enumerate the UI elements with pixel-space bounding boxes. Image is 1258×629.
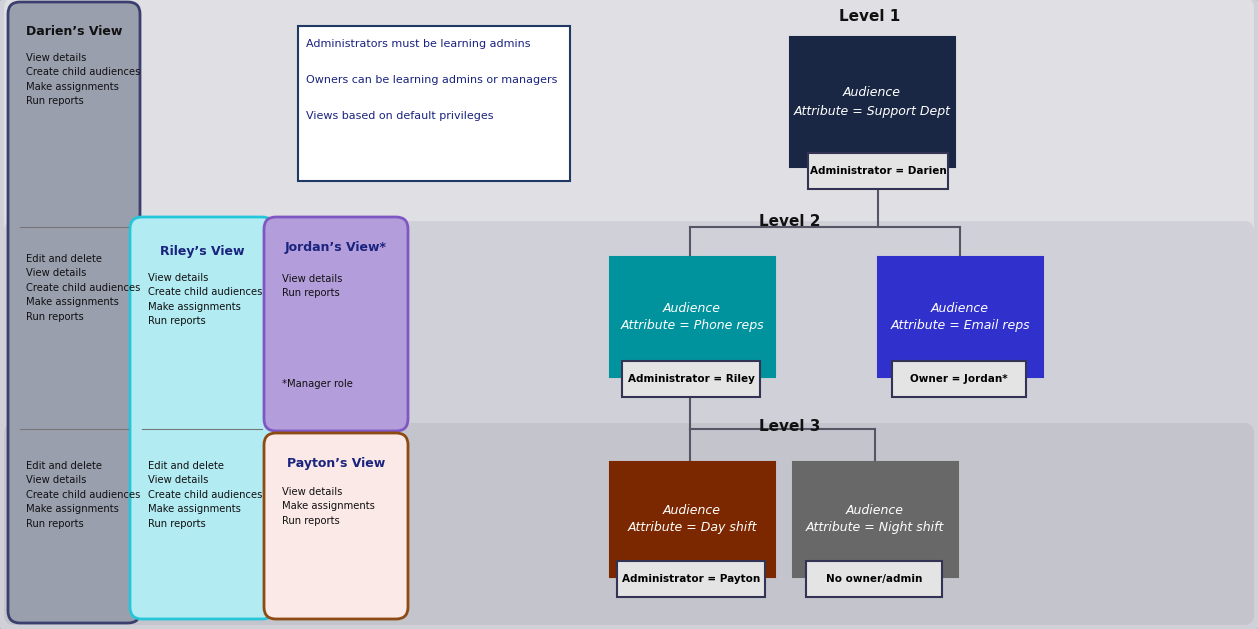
Text: View details
Create child audiences
Make assignments
Run reports: View details Create child audiences Make… xyxy=(148,273,263,326)
Text: Owners can be learning admins or managers: Owners can be learning admins or manager… xyxy=(306,75,557,85)
Text: Administrator = Darien: Administrator = Darien xyxy=(810,166,946,176)
Text: Level 3: Level 3 xyxy=(760,419,820,434)
Text: Administrators must be learning admins: Administrators must be learning admins xyxy=(306,39,531,49)
FancyBboxPatch shape xyxy=(4,423,1254,625)
Bar xyxy=(806,561,942,597)
Text: Level 2: Level 2 xyxy=(760,214,820,229)
Text: Audience
Attribute = Email reps: Audience Attribute = Email reps xyxy=(891,301,1030,333)
FancyBboxPatch shape xyxy=(264,217,408,431)
FancyBboxPatch shape xyxy=(130,217,274,619)
Bar xyxy=(793,462,959,577)
Text: Audience
Attribute = Support Dept: Audience Attribute = Support Dept xyxy=(794,87,951,118)
Text: Edit and delete
View details
Create child audiences
Make assignments
Run reports: Edit and delete View details Create chil… xyxy=(26,254,141,321)
FancyBboxPatch shape xyxy=(264,433,408,619)
Text: Owner = Jordan*: Owner = Jordan* xyxy=(911,374,1008,384)
Bar xyxy=(878,257,1043,377)
Bar xyxy=(616,561,765,597)
Text: Views based on default privileges: Views based on default privileges xyxy=(306,111,493,121)
Text: Level 1: Level 1 xyxy=(839,9,901,24)
Text: Administrator = Payton: Administrator = Payton xyxy=(621,574,760,584)
Text: No owner/admin: No owner/admin xyxy=(825,574,922,584)
Text: Riley’s View: Riley’s View xyxy=(160,245,244,258)
Bar xyxy=(621,361,760,397)
Text: Audience
Attribute = Night shift: Audience Attribute = Night shift xyxy=(806,503,945,535)
Text: Administrator = Riley: Administrator = Riley xyxy=(628,374,755,384)
Bar xyxy=(808,153,949,189)
Text: View details
Run reports: View details Run reports xyxy=(282,274,342,298)
FancyBboxPatch shape xyxy=(8,2,140,623)
Text: *Manager role: *Manager role xyxy=(282,379,353,389)
Text: Audience
Attribute = Phone reps: Audience Attribute = Phone reps xyxy=(620,301,764,333)
Bar xyxy=(610,462,775,577)
Text: Edit and delete
View details
Create child audiences
Make assignments
Run reports: Edit and delete View details Create chil… xyxy=(26,461,141,528)
Bar xyxy=(790,37,955,167)
Bar xyxy=(892,361,1027,397)
Text: View details
Make assignments
Run reports: View details Make assignments Run report… xyxy=(282,487,375,526)
Text: View details
Create child audiences
Make assignments
Run reports: View details Create child audiences Make… xyxy=(26,53,141,106)
Bar xyxy=(610,257,775,377)
Bar xyxy=(298,26,570,181)
Text: Payton’s View: Payton’s View xyxy=(287,457,385,470)
FancyBboxPatch shape xyxy=(4,0,1254,237)
Text: Darien’s View: Darien’s View xyxy=(26,25,122,38)
FancyBboxPatch shape xyxy=(4,221,1254,439)
Text: Audience
Attribute = Day shift: Audience Attribute = Day shift xyxy=(628,503,757,535)
Text: Jordan’s View*: Jordan’s View* xyxy=(286,241,387,254)
Text: Edit and delete
View details
Create child audiences
Make assignments
Run reports: Edit and delete View details Create chil… xyxy=(148,461,263,528)
